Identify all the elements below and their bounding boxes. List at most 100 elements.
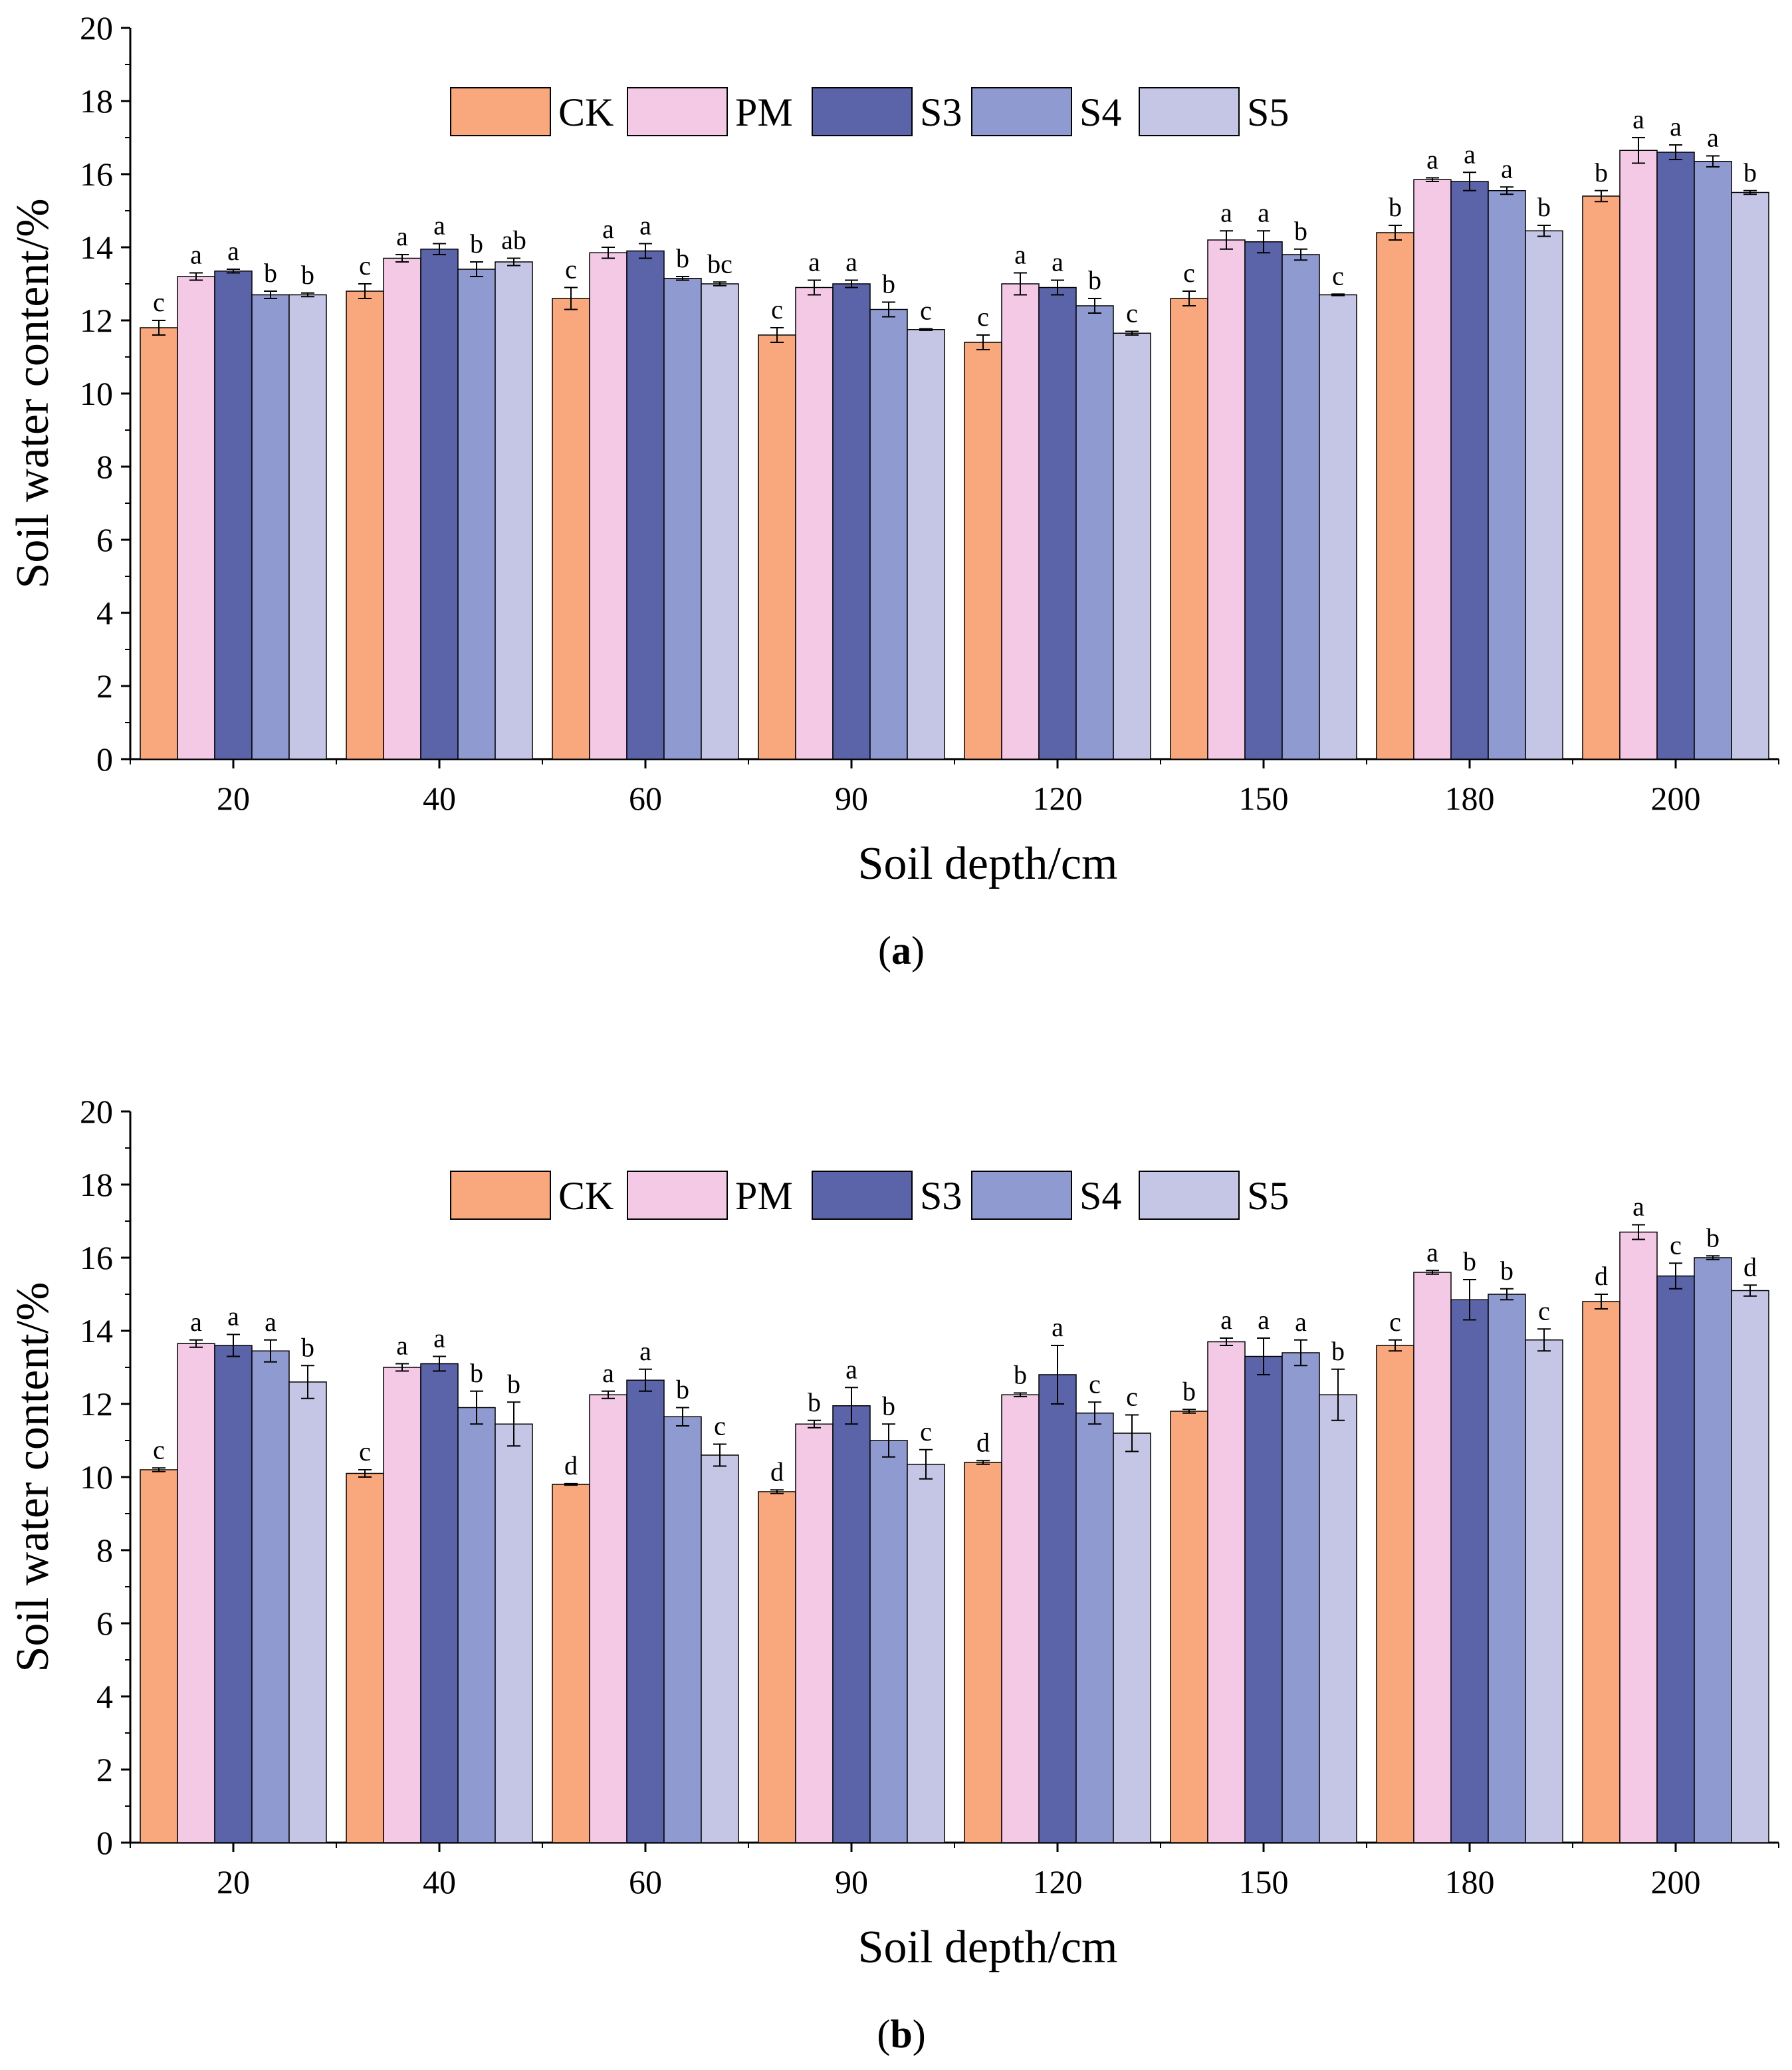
significance-label: c: [920, 296, 932, 326]
bar-PM-120: [1001, 283, 1040, 760]
bar-PM-20: [177, 1343, 215, 1843]
significance-label: c: [153, 287, 165, 317]
bar-S5-150: [1319, 294, 1357, 760]
bar-S3-180: [1450, 181, 1489, 760]
significance-label: b: [301, 1332, 314, 1362]
significance-label: a: [227, 1302, 239, 1331]
significance-label: a: [1670, 112, 1682, 142]
y-tick-label: 10: [80, 1458, 113, 1496]
bar-S3-20: [214, 271, 253, 760]
significance-label: b: [1389, 192, 1402, 222]
significance-label: a: [1220, 1305, 1232, 1335]
significance-label: b: [1743, 158, 1757, 187]
legend-label-PM: PM: [735, 90, 793, 134]
significance-label: a: [396, 1331, 408, 1361]
significance-label: b: [1331, 1336, 1345, 1366]
y-tick-label: 6: [96, 521, 113, 558]
x-tick-label: 120: [1033, 1863, 1083, 1900]
y-tick-label: 2: [96, 667, 113, 705]
legend-label-S3: S3: [920, 1174, 962, 1218]
x-tick-label: 90: [835, 780, 868, 817]
significance-label: b: [470, 1358, 483, 1388]
x-tick-label: 60: [629, 780, 662, 817]
significance-label: a: [1426, 1237, 1438, 1267]
significance-label: c: [1670, 1230, 1682, 1260]
bar-S4-20: [251, 1350, 290, 1843]
bar-PM-150: [1207, 239, 1246, 760]
significance-label: b: [676, 1375, 689, 1405]
bar-S4-20: [251, 294, 290, 760]
significance-label: b: [1463, 1246, 1476, 1276]
x-axis-title: Soil depth/cm: [858, 1922, 1118, 1973]
significance-label: b: [1014, 1360, 1027, 1390]
bar-PM-90: [795, 287, 834, 760]
legend-swatch-PM: [627, 1171, 728, 1220]
legend-label-S4: S4: [1079, 90, 1121, 134]
bar-S5-120: [1113, 332, 1151, 760]
bar-PM-150: [1207, 1341, 1246, 1843]
significance-label: a: [1014, 240, 1026, 270]
significance-label: a: [1258, 197, 1270, 227]
significance-label: c: [1538, 1296, 1550, 1325]
legend-label-S5: S5: [1247, 90, 1289, 134]
bar-S3-60: [626, 1379, 665, 1843]
bar-S4-120: [1075, 1413, 1114, 1843]
bar-S5-90: [907, 329, 945, 760]
significance-label: c: [359, 1437, 371, 1466]
significance-label: c: [1389, 1307, 1401, 1337]
significance-label: b: [264, 258, 277, 288]
significance-label: a: [602, 214, 614, 244]
significance-label: a: [1052, 1312, 1064, 1342]
significance-label: d: [976, 1427, 990, 1457]
legend-swatch-S4: [971, 87, 1072, 136]
bar-S4-150: [1282, 1352, 1320, 1843]
y-tick-label: 8: [96, 448, 113, 485]
significance-label: b: [1595, 158, 1608, 187]
x-tick-label: 200: [1651, 1863, 1701, 1900]
y-tick-label: 4: [96, 1678, 113, 1715]
significance-label: b: [301, 260, 314, 290]
x-tick-label: 90: [835, 1863, 868, 1900]
bar-S3-90: [832, 1405, 871, 1843]
significance-label: b: [507, 1369, 520, 1399]
significance-label: d: [564, 1450, 578, 1480]
significance-label: d: [1743, 1252, 1757, 1282]
bar-S4-180: [1488, 1294, 1526, 1843]
x-tick-label: 180: [1445, 1863, 1495, 1900]
chart-panel-a: 0 2 4 6 8 10 12 14 16 18 20 Soil water content/% 20 4…: [7, 9, 1779, 973]
bar-PM-180: [1413, 179, 1452, 760]
y-tick-label: 4: [96, 594, 113, 632]
x-tick-label: 120: [1033, 780, 1083, 817]
significance-label: bc: [707, 249, 732, 279]
significance-label: c: [771, 294, 783, 324]
significance-label: a: [1426, 145, 1438, 175]
bar-S5-150: [1319, 1394, 1357, 1843]
bar-S5-60: [701, 1454, 739, 1843]
bar-CK-120: [964, 342, 1002, 760]
significance-label: a: [639, 211, 651, 241]
bar-S5-120: [1113, 1433, 1151, 1843]
significance-label: a: [396, 221, 408, 251]
x-tick-label: 40: [423, 780, 456, 817]
bar-S3-120: [1038, 287, 1077, 760]
x-tick-label: 20: [217, 780, 250, 817]
y-tick-label: 10: [80, 375, 113, 412]
significance-label: a: [1501, 154, 1513, 183]
y-tick-label: 12: [80, 1385, 113, 1423]
panel-caption: (b): [877, 2012, 925, 2056]
significance-label: a: [190, 240, 202, 270]
chart-panel-b: 0 2 4 6 8 10 12 14 16 18 20 Soil water content/% 20 4…: [7, 1093, 1779, 2056]
bar-S3-60: [626, 250, 665, 760]
bar-CK-180: [1376, 1345, 1414, 1843]
significance-label: c: [1126, 1382, 1138, 1412]
significance-label: a: [1464, 139, 1476, 169]
y-tick-label: 0: [96, 1824, 113, 1861]
bar-CK-40: [346, 1472, 384, 1843]
legend-swatch-S5: [1139, 1171, 1240, 1220]
bar-S4-200: [1694, 161, 1732, 760]
panel-caption: (a): [878, 929, 925, 973]
legend-swatch-S3: [812, 1171, 913, 1220]
bar-S5-180: [1525, 1339, 1563, 1843]
significance-label: a: [602, 1358, 614, 1388]
